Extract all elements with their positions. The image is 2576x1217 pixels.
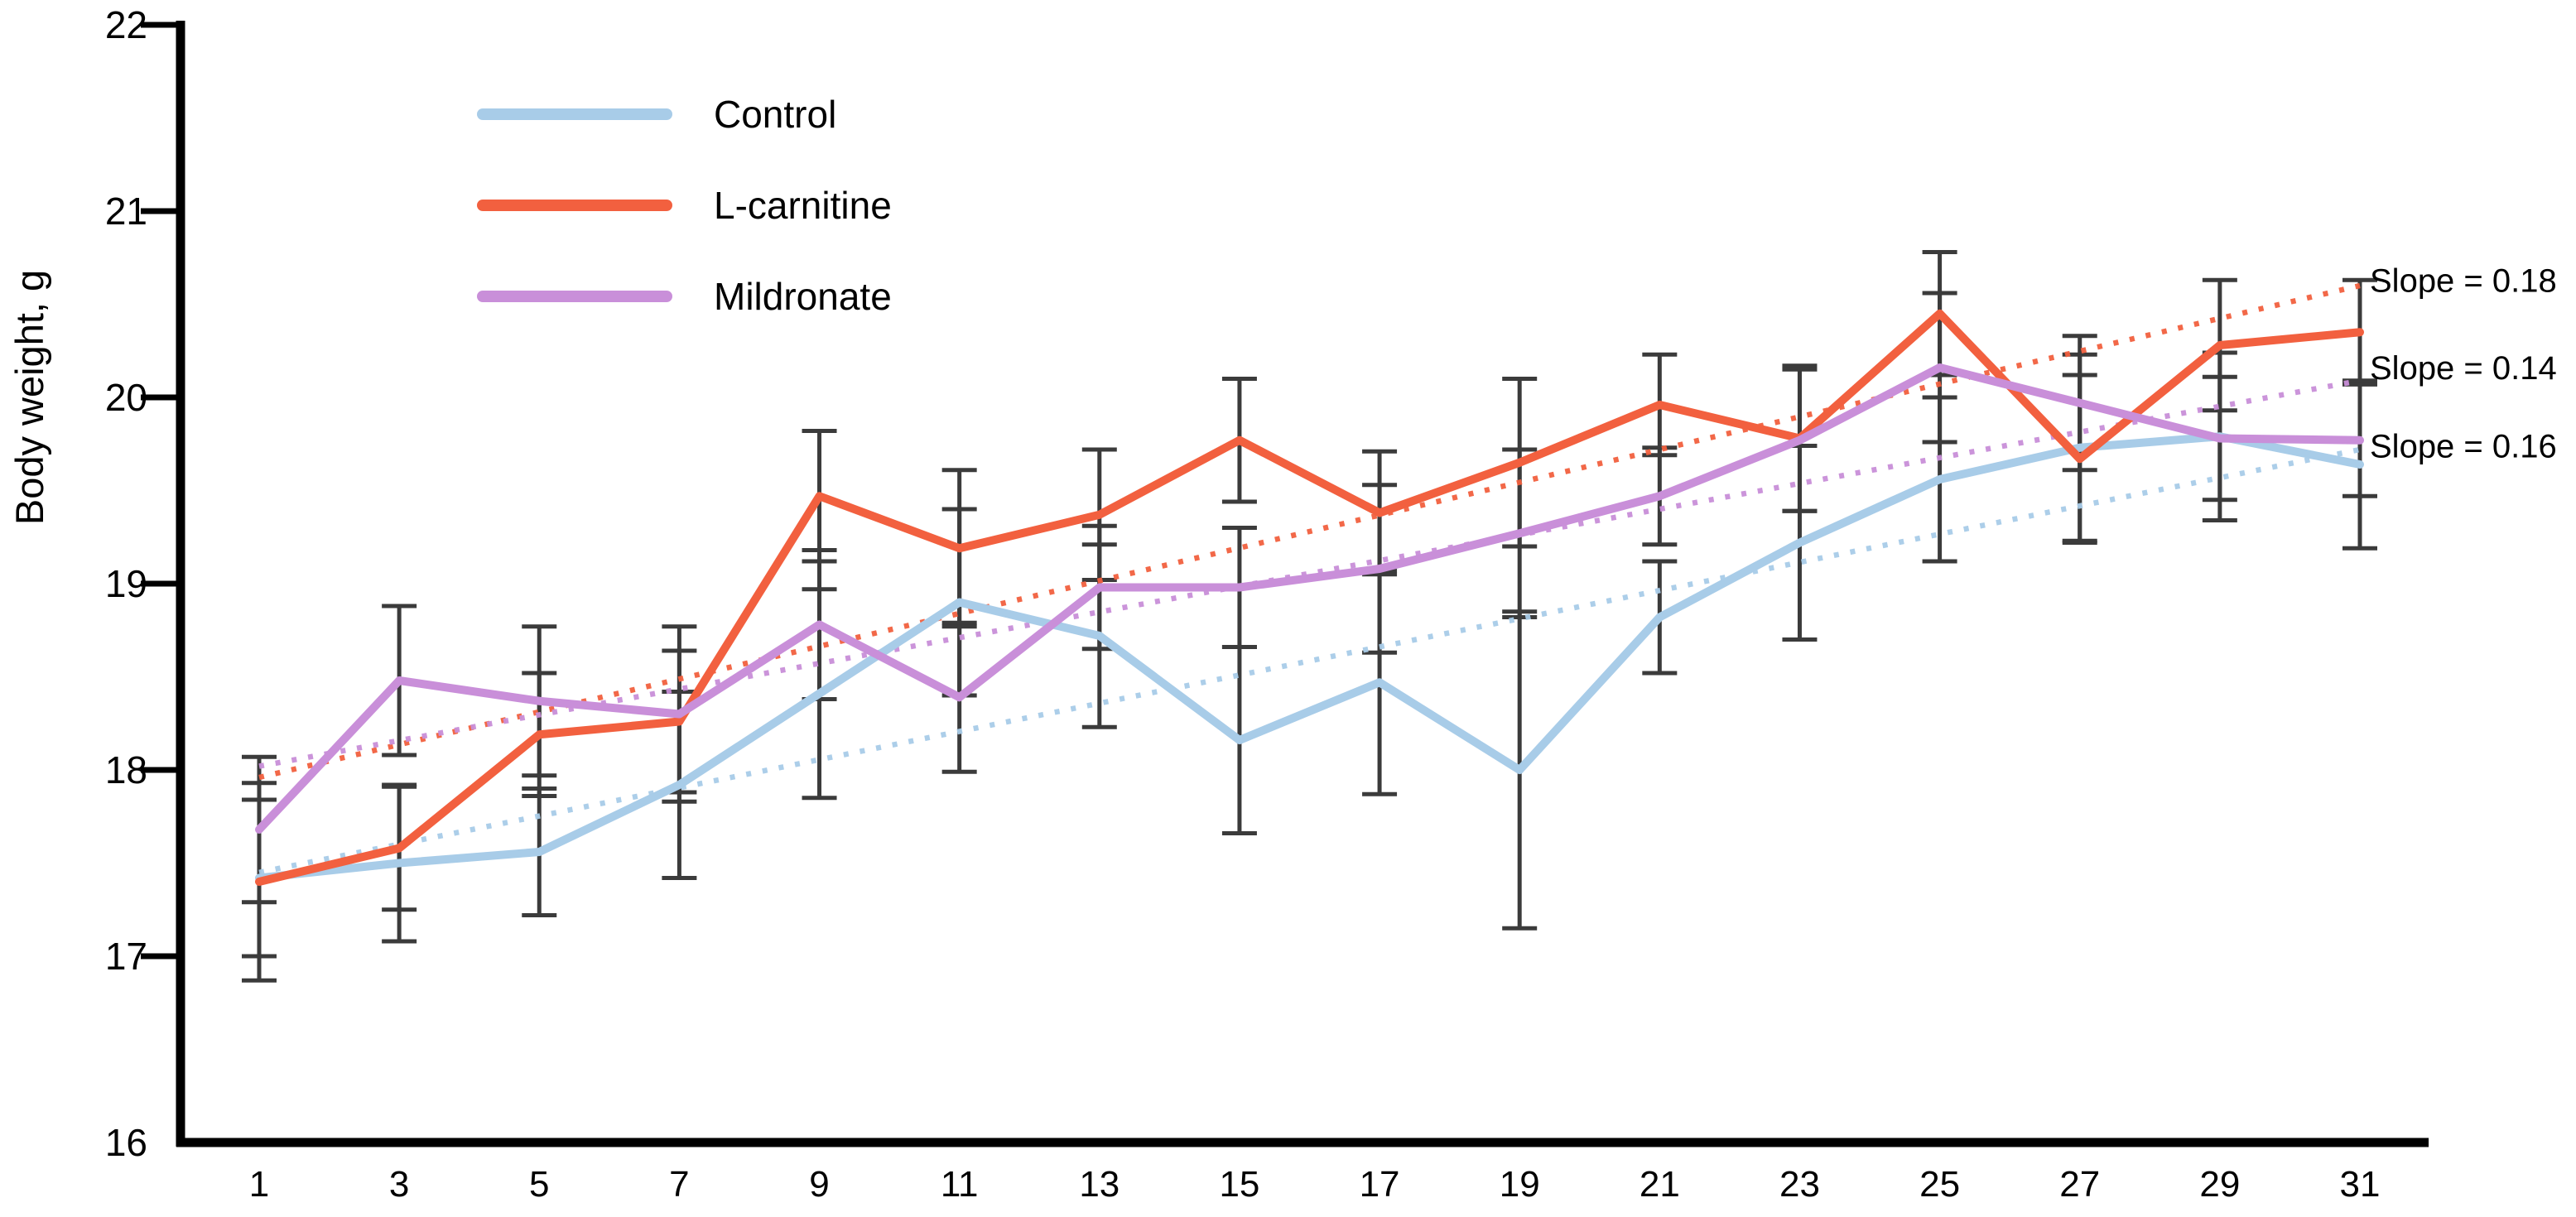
legend-label-control: Control	[714, 93, 836, 136]
x-tick-label: 31	[2340, 1164, 2381, 1205]
slope-label: Slope = 0.18	[2370, 262, 2557, 299]
error-bars-layer	[242, 250, 2377, 983]
series-lines-layer	[255, 309, 2364, 886]
x-tick-label: 9	[809, 1164, 829, 1205]
x-tick-label: 11	[941, 1164, 979, 1205]
x-tick-label: 7	[669, 1164, 689, 1205]
legend-label-l-carnitine: L-carnitine	[714, 184, 892, 227]
y-tick-label: 19	[105, 562, 147, 605]
slope-label: Slope = 0.16	[2370, 429, 2557, 465]
x-tick-label: 25	[1919, 1164, 1960, 1205]
x-tick-label: 27	[2059, 1164, 2100, 1205]
y-tick-label: 21	[105, 190, 147, 233]
slope-label: Slope = 0.14	[2370, 350, 2557, 387]
x-tick-label: 21	[1639, 1164, 1680, 1205]
legend: Control L-carnitine Mildronate	[477, 93, 892, 318]
y-tick-label: 17	[105, 935, 147, 978]
x-tick-label: 19	[1500, 1164, 1540, 1205]
trend-line-l-carnitine	[258, 282, 2361, 781]
x-tick-label: 23	[1779, 1164, 1820, 1205]
x-tick-label: 17	[1360, 1164, 1400, 1205]
series-line-l-carnitine	[255, 309, 2364, 886]
y-tick-label: 20	[105, 376, 147, 419]
axes-layer	[141, 21, 2429, 1147]
x-tick-label: 3	[389, 1164, 409, 1205]
x-tick-label: 1	[249, 1164, 269, 1205]
slope-annotations-layer: Slope = 0.18 Slope = 0.14 Slope = 0.16	[2370, 262, 2557, 464]
legend-label-mildronate: Mildronate	[714, 275, 892, 318]
trend-line-control	[258, 446, 2361, 875]
x-tick-label: 15	[1219, 1164, 1259, 1205]
trend-lines-layer	[258, 282, 2361, 875]
x-tick-label: 5	[529, 1164, 549, 1205]
series-line-mildronate	[255, 363, 2364, 834]
y-tick-label: 16	[105, 1121, 147, 1164]
x-tick-label: 29	[2199, 1164, 2240, 1205]
x-tick-label: 13	[1079, 1164, 1119, 1205]
series-line-control	[255, 432, 2364, 883]
y-axis-title: Body weight, g	[7, 270, 51, 525]
y-tick-label: 22	[105, 3, 147, 46]
y-tick-label: 18	[105, 748, 147, 791]
